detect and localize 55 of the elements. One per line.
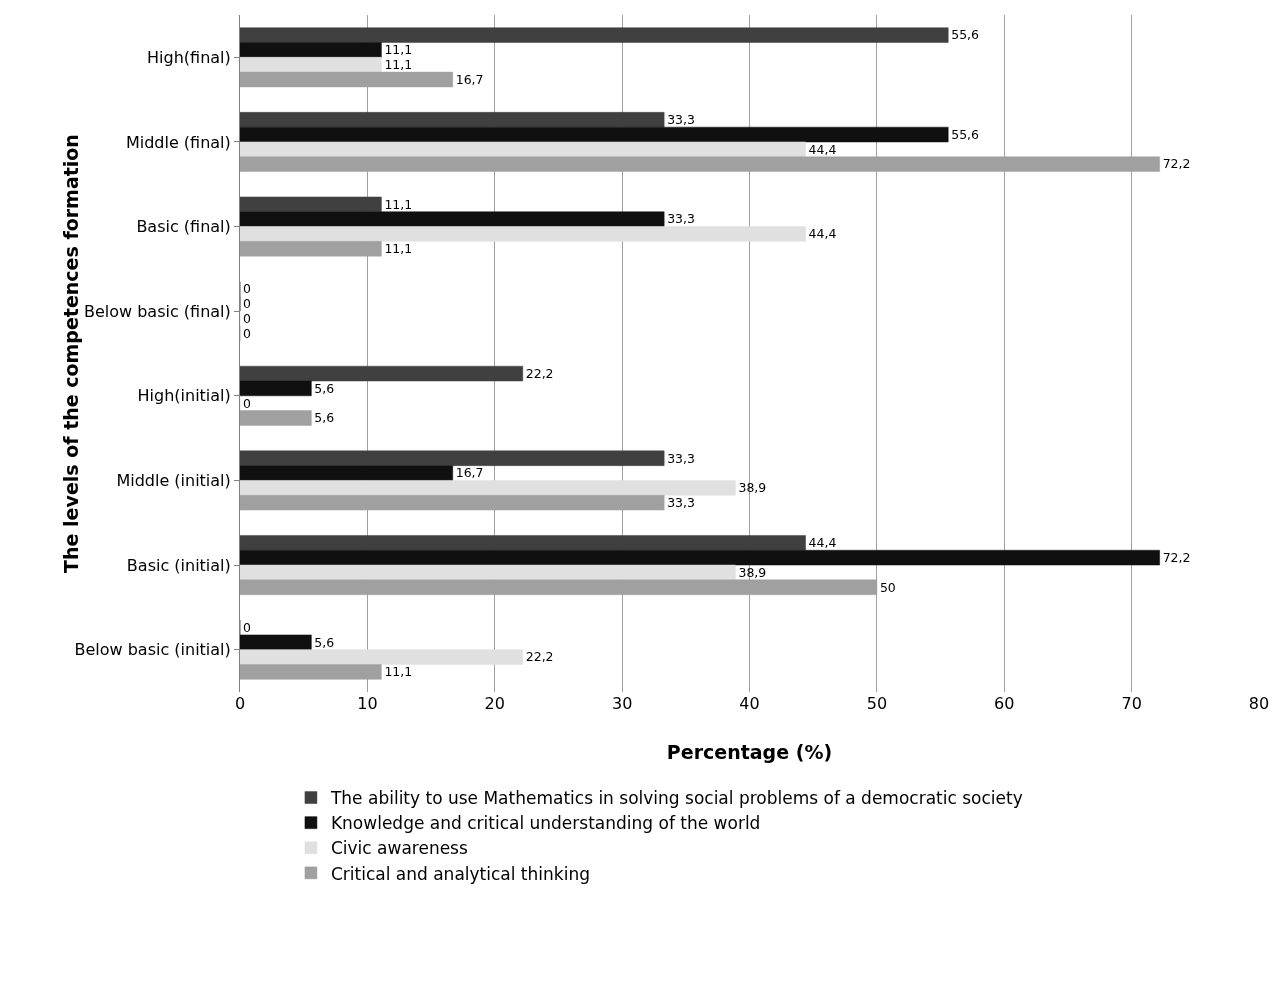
data-label: 0: [243, 281, 251, 297]
data-label: 16,7: [455, 71, 484, 87]
data-label: 72,2: [1162, 549, 1191, 565]
data-label: 38,9: [738, 564, 767, 580]
y-tick-label: Basic (final): [136, 217, 231, 237]
data-label: 33,3: [667, 112, 695, 128]
x-axis-title: Percentage (%): [666, 741, 833, 763]
y-tick-label: High(final): [147, 47, 231, 67]
legend-label: Critical and analytical thinking: [330, 863, 590, 884]
data-label: 16,7: [455, 465, 484, 481]
data-label: 0: [243, 296, 251, 312]
legend-label: The ability to use Mathematics in solving social problems of a democratic society: [329, 788, 1023, 809]
data-label: 11,1: [384, 42, 413, 58]
data-label: 44,4: [808, 226, 837, 242]
data-label: 55,6: [951, 27, 980, 43]
data-label: 55,6: [951, 126, 980, 142]
data-label: 44,4: [808, 141, 837, 157]
data-label: 33,3: [667, 211, 695, 227]
y-tick-label: High(initial): [137, 386, 231, 406]
data-label: 0: [243, 395, 251, 411]
x-tick-label: 20: [484, 694, 505, 713]
data-label: 0: [243, 310, 251, 326]
data-label: 22,2: [525, 365, 554, 381]
data-label: 5,6: [314, 410, 335, 426]
y-tick-label: Below basic (final): [83, 301, 231, 321]
data-label: 11,1: [384, 664, 413, 680]
x-tick-label: 50: [866, 694, 888, 713]
data-label: 0: [243, 325, 251, 341]
data-label: 0: [243, 619, 251, 635]
data-label: 38,9: [738, 480, 767, 496]
x-tick-label: 0: [234, 694, 246, 713]
data-label: 11,1: [384, 241, 413, 257]
legend-label: Civic awareness: [330, 838, 468, 859]
data-label: 44,4: [808, 535, 837, 551]
y-tick-label: Basic (initial): [126, 555, 231, 575]
data-label: 5,6: [314, 634, 335, 650]
legend-label: Knowledge and critical understanding of the world: [330, 813, 761, 834]
x-tick-label: 80: [1248, 694, 1270, 713]
data-label: 50: [879, 579, 896, 595]
data-label: 22,2: [525, 649, 554, 665]
data-label: 72,2: [1162, 156, 1191, 172]
y-tick-label: Middle (final): [125, 132, 231, 152]
x-tick-label: 60: [994, 694, 1015, 713]
data-label: 5,6: [314, 380, 335, 396]
y-tick-label: Middle (initial): [116, 471, 231, 491]
data-label: 11,1: [384, 196, 413, 212]
x-tick-label: 70: [1121, 694, 1142, 713]
data-label: 33,3: [667, 450, 695, 466]
x-tick-label: 40: [739, 694, 760, 713]
data-label: 11,1: [384, 57, 413, 72]
data-label: 33,3: [667, 494, 695, 510]
y-axis-title: The levels of the competences formation: [59, 134, 82, 573]
x-tick-label: 30: [611, 694, 633, 713]
x-tick-label: 10: [357, 694, 378, 713]
y-tick-label: Below basic (initial): [74, 640, 231, 660]
